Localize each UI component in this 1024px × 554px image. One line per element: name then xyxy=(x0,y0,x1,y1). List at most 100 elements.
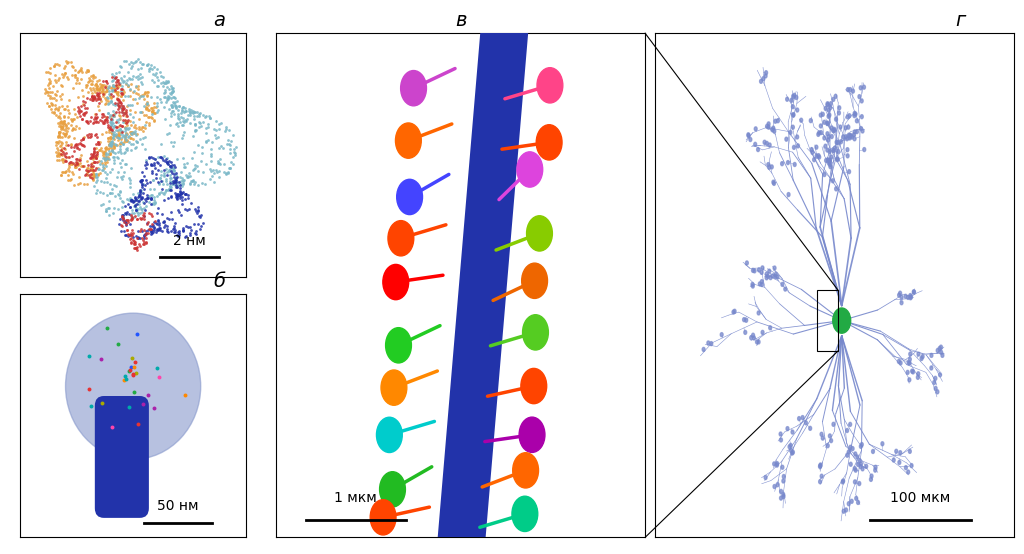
Point xyxy=(81,77,97,86)
Point xyxy=(142,222,159,230)
Point xyxy=(112,98,128,106)
Point xyxy=(39,99,55,107)
Point xyxy=(86,144,102,153)
Point xyxy=(171,192,187,201)
Point xyxy=(163,111,179,120)
Point xyxy=(103,147,120,156)
Point xyxy=(143,194,160,203)
Point xyxy=(170,121,186,130)
Circle shape xyxy=(830,126,834,130)
Point xyxy=(186,120,203,129)
Point xyxy=(88,170,104,178)
Circle shape xyxy=(849,88,852,91)
Point xyxy=(208,133,224,142)
Point xyxy=(141,112,158,121)
Point xyxy=(49,112,66,121)
Circle shape xyxy=(837,150,840,153)
Point xyxy=(96,112,113,121)
Point xyxy=(218,168,234,177)
Point xyxy=(102,112,119,121)
Point xyxy=(117,127,133,136)
Point xyxy=(136,230,153,239)
Point xyxy=(109,130,125,138)
Point xyxy=(108,123,124,132)
Point xyxy=(120,81,136,90)
Point xyxy=(178,107,195,116)
Point xyxy=(55,105,72,114)
Point xyxy=(89,89,105,98)
Point xyxy=(169,230,185,239)
Point xyxy=(83,173,99,182)
Point xyxy=(105,142,122,151)
Point xyxy=(109,90,125,99)
Point xyxy=(76,162,92,171)
Point xyxy=(116,57,132,66)
Point xyxy=(153,95,169,104)
Point xyxy=(163,100,179,109)
Circle shape xyxy=(853,466,856,470)
Point xyxy=(176,107,193,116)
Point xyxy=(42,78,58,87)
Point xyxy=(135,172,152,181)
Point xyxy=(160,95,176,104)
Circle shape xyxy=(819,124,822,128)
Point xyxy=(159,225,175,234)
Point xyxy=(142,227,159,235)
Point xyxy=(139,92,156,101)
Point xyxy=(96,155,113,163)
Point xyxy=(44,93,60,102)
Circle shape xyxy=(776,461,778,465)
Point xyxy=(174,199,190,208)
Point xyxy=(83,154,99,163)
Point xyxy=(125,88,141,97)
Circle shape xyxy=(768,165,771,170)
Point xyxy=(105,87,122,96)
Point xyxy=(154,188,170,197)
Point xyxy=(142,224,159,233)
Point xyxy=(57,167,74,176)
Point xyxy=(76,110,92,119)
Point xyxy=(136,230,153,239)
Point xyxy=(109,95,125,104)
Point xyxy=(163,177,179,186)
Point xyxy=(182,118,199,127)
Point xyxy=(216,159,232,168)
Point xyxy=(109,116,125,125)
Point xyxy=(111,96,127,105)
Circle shape xyxy=(773,266,776,270)
Point xyxy=(91,85,108,94)
Point xyxy=(135,60,152,69)
Circle shape xyxy=(396,179,423,214)
Point xyxy=(67,161,83,170)
Circle shape xyxy=(850,499,853,504)
Point xyxy=(153,98,169,106)
Point xyxy=(122,203,138,212)
Point xyxy=(93,81,110,90)
Circle shape xyxy=(780,162,783,166)
Point xyxy=(116,109,132,118)
Point xyxy=(75,99,91,108)
Circle shape xyxy=(380,471,406,507)
Point xyxy=(109,100,125,109)
Point xyxy=(54,122,71,131)
Point xyxy=(168,173,184,182)
Point xyxy=(133,140,150,148)
Circle shape xyxy=(772,180,775,184)
Point xyxy=(79,116,95,125)
Point xyxy=(136,161,153,170)
Circle shape xyxy=(858,481,861,485)
Point xyxy=(53,122,70,131)
Point xyxy=(67,147,83,156)
Point xyxy=(60,152,77,161)
Point xyxy=(72,154,88,163)
Circle shape xyxy=(858,95,861,99)
Circle shape xyxy=(828,159,831,163)
Point xyxy=(105,121,122,130)
Point xyxy=(148,208,165,217)
Point xyxy=(98,79,115,88)
Point xyxy=(122,183,138,192)
Point xyxy=(79,65,95,74)
Circle shape xyxy=(774,275,777,279)
Point xyxy=(51,114,68,122)
Point xyxy=(104,153,121,162)
